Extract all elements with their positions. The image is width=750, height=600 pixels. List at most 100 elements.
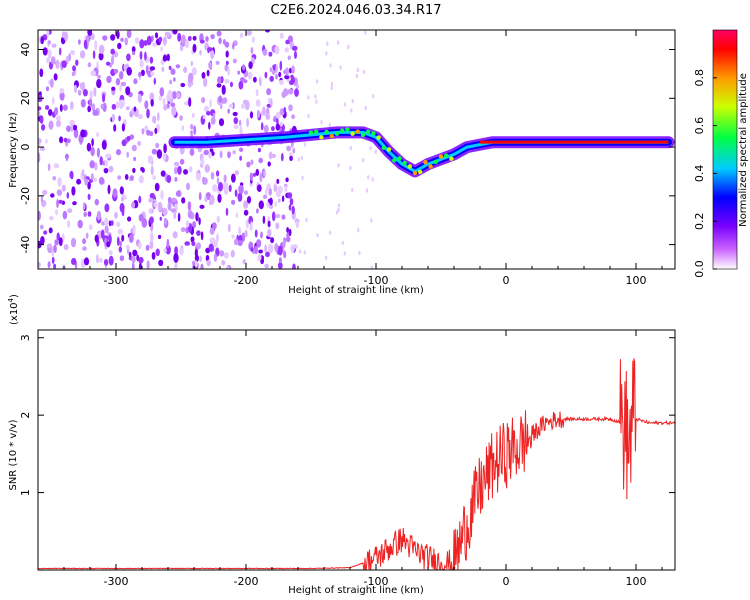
noise-blob: [168, 65, 172, 70]
noise-blob: [195, 212, 199, 222]
x-tick-label: -300: [104, 575, 129, 588]
y-tick-label: 1: [19, 489, 32, 496]
noise-blob: [233, 124, 239, 129]
noise-blob: [300, 155, 304, 161]
noise-blob: [59, 136, 64, 144]
noise-blob: [162, 54, 168, 62]
noise-blob: [96, 132, 99, 138]
noise-blob: [233, 117, 239, 125]
noise-blob: [171, 106, 177, 116]
noise-blob: [277, 185, 283, 194]
noise-blob: [255, 168, 260, 177]
noise-blob: [188, 72, 194, 83]
ridge-peak: [423, 160, 428, 165]
noise-blob: [173, 166, 178, 175]
noise-blob: [91, 138, 94, 147]
noise-blob: [117, 175, 122, 180]
noise-blob: [69, 170, 74, 179]
noise-blob: [56, 189, 63, 197]
noise-blob: [179, 44, 184, 52]
noise-blob: [192, 35, 197, 41]
noise-blob: [163, 247, 167, 254]
noise-blob: [242, 99, 249, 105]
noise-blob: [232, 111, 238, 117]
noise-blob: [209, 98, 212, 109]
noise-blob: [357, 228, 360, 233]
noise-blob: [268, 151, 273, 160]
y-tick-label: 2: [19, 412, 32, 419]
noise-blob: [87, 181, 91, 190]
colorbar-label: Normalized spectral amplitude: [738, 73, 749, 227]
noise-blob: [212, 112, 216, 119]
noise-blob: [82, 238, 86, 245]
noise-blob: [204, 164, 210, 173]
noise-blob: [38, 262, 41, 268]
noise-blob: [216, 233, 219, 242]
noise-blob: [98, 257, 103, 263]
noise-blob: [65, 153, 69, 162]
noise-blob: [283, 106, 286, 114]
noise-blob: [104, 203, 110, 213]
noise-blob: [159, 87, 165, 97]
noise-blob: [362, 69, 365, 75]
noise-blob: [111, 113, 116, 122]
noise-blob: [273, 117, 277, 123]
noise-blob: [148, 208, 152, 214]
noise-blob: [77, 89, 82, 96]
noise-blob: [216, 215, 220, 224]
noise-blob: [149, 216, 154, 224]
noise-blob: [267, 220, 271, 228]
noise-blob: [148, 197, 154, 203]
noise-blob: [194, 260, 198, 268]
noise-blob: [155, 248, 160, 257]
noise-blob: [276, 111, 281, 119]
noise-blob: [199, 204, 205, 209]
noise-blob: [107, 184, 111, 195]
noise-blob: [61, 60, 67, 68]
noise-blob: [274, 243, 279, 252]
noise-blob: [224, 78, 230, 84]
noise-blob: [140, 69, 145, 77]
noise-blob: [111, 103, 117, 110]
noise-blob: [119, 186, 124, 195]
noise-blob: [271, 126, 275, 132]
noise-blob: [187, 35, 192, 42]
noise-blob: [114, 211, 118, 219]
noise-blob: [172, 30, 178, 35]
noise-blob: [162, 97, 166, 106]
noise-blob: [75, 59, 79, 66]
noise-blob: [118, 246, 123, 253]
noise-blob: [203, 177, 208, 185]
noise-blob: [141, 128, 145, 135]
noise-blob: [294, 88, 299, 97]
noise-blob: [362, 158, 365, 163]
noise-blob: [187, 201, 192, 211]
noise-blob: [181, 125, 185, 131]
noise-blob: [268, 51, 273, 57]
noise-blob: [149, 92, 155, 102]
noise-blob: [98, 176, 105, 185]
noise-blob: [199, 39, 205, 44]
noise-blob: [269, 75, 275, 82]
noise-blob: [260, 231, 263, 239]
noise-blob: [77, 219, 83, 229]
noise-blob: [162, 36, 167, 46]
noise-blob: [250, 221, 253, 230]
noise-blob: [246, 161, 251, 168]
noise-blob: [275, 63, 278, 74]
noise-blob: [324, 255, 328, 260]
noise-blob: [256, 208, 259, 214]
noise-blob: [289, 67, 292, 74]
noise-blob: [316, 79, 319, 84]
noise-blob: [56, 120, 61, 128]
noise-blob: [267, 229, 272, 238]
noise-blob: [158, 95, 162, 101]
noise-blob: [279, 121, 283, 127]
noise-blob: [233, 238, 239, 246]
noise-blob: [255, 100, 261, 107]
noise-blob: [125, 106, 130, 111]
noise-blob: [210, 49, 215, 60]
noise-blob: [356, 67, 360, 73]
noise-blob: [174, 177, 178, 182]
noise-blob: [51, 43, 57, 48]
